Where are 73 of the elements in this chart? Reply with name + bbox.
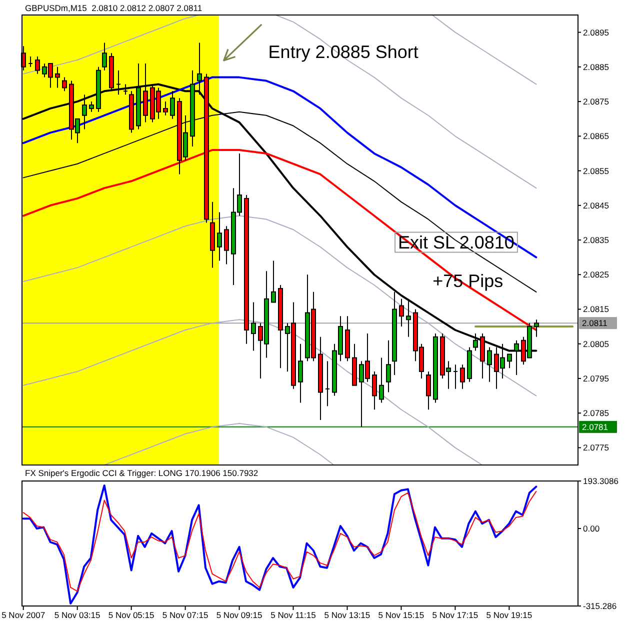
y-tick-label: 2.0855 bbox=[583, 166, 610, 176]
y-tick-label: 2.0845 bbox=[583, 200, 610, 210]
candlestick bbox=[433, 332, 438, 404]
candlestick bbox=[325, 360, 330, 407]
candlestick bbox=[82, 94, 87, 130]
line-series bbox=[22, 215, 537, 396]
line-series bbox=[22, 490, 537, 592]
candlestick bbox=[35, 56, 40, 74]
candlestick bbox=[224, 226, 229, 265]
y-tick-label: 2.0825 bbox=[583, 270, 610, 280]
x-tick-label: 5 Nov 13:15 bbox=[324, 610, 370, 620]
candlestick bbox=[534, 319, 539, 338]
candlestick bbox=[28, 56, 33, 68]
line-series bbox=[432, 14, 537, 85]
candlestick bbox=[298, 343, 303, 404]
candlestick bbox=[62, 76, 67, 92]
ref-line-label: 2.0781 bbox=[582, 422, 608, 432]
y-tick-label: 2.0865 bbox=[583, 131, 610, 142]
candlestick bbox=[210, 201, 215, 268]
candlestick bbox=[345, 316, 350, 362]
candlestick bbox=[318, 336, 323, 420]
chart-title: GBPUSDm,M15 2.0810 2.0812 2.0807 2.0811 bbox=[25, 3, 202, 13]
y-tick-label: -315.286 bbox=[583, 601, 617, 611]
x-tick-label: 5 Nov 09:15 bbox=[216, 610, 262, 620]
line-series bbox=[22, 484, 538, 604]
candlestick bbox=[372, 371, 377, 410]
candlestick bbox=[460, 364, 465, 390]
candlestick bbox=[386, 340, 391, 393]
candlestick bbox=[352, 343, 357, 386]
x-tick-label: 5 Nov 03:15 bbox=[54, 610, 101, 620]
candlestick bbox=[170, 90, 175, 120]
x-tick-label: 5 Nov 11:15 bbox=[270, 610, 316, 620]
candlestick bbox=[399, 298, 404, 328]
line-series bbox=[104, 422, 334, 466]
y-tick-label: 2.0775 bbox=[583, 442, 610, 453]
x-tick-label: 5 Nov 07:15 bbox=[162, 610, 208, 620]
candlestick bbox=[251, 302, 256, 352]
candlestick bbox=[406, 298, 411, 338]
candlestick bbox=[55, 66, 60, 88]
y-tick-label: 2.0785 bbox=[583, 408, 610, 418]
y-tick-label: 2.0805 bbox=[583, 338, 610, 349]
y-tick-label: 2.0895 bbox=[583, 27, 610, 38]
chart-title: FX Sniper's Ergodic CCI & Trigger: LONG 170.1906 150.7932 bbox=[25, 468, 258, 478]
candlestick bbox=[163, 101, 168, 116]
y-tick-label: 2.0835 bbox=[583, 235, 610, 245]
x-tick-label: 5 Nov 05:15 bbox=[108, 610, 154, 620]
candlestick bbox=[244, 194, 249, 344]
candlestick bbox=[379, 357, 384, 404]
annotation: +75 Pips bbox=[432, 270, 504, 291]
candlestick bbox=[487, 346, 492, 382]
candlestick bbox=[271, 260, 276, 303]
x-tick-label: 5 Nov 2007 bbox=[2, 610, 46, 620]
y-tick-label: 2.0795 bbox=[583, 373, 610, 384]
candlestick bbox=[129, 90, 134, 134]
candlestick bbox=[426, 371, 431, 410]
y-tick-label: 2.0875 bbox=[583, 96, 610, 107]
candlestick bbox=[102, 42, 107, 71]
candlestick bbox=[278, 284, 283, 369]
x-tick-label: 5 Nov 19:15 bbox=[486, 610, 532, 620]
x-tick-label: 5 Nov 17:15 bbox=[432, 610, 478, 620]
y-tick-label: 2.0885 bbox=[583, 62, 610, 72]
candlestick bbox=[453, 364, 458, 390]
annotation: Entry 2.0885 Short bbox=[268, 42, 418, 62]
y-tick-label: 0.00 bbox=[583, 524, 600, 534]
candlestick bbox=[217, 212, 222, 262]
ref-line-label: 2.0811 bbox=[582, 318, 608, 328]
y-tick-label: 193.3086 bbox=[583, 476, 619, 486]
candlestick bbox=[467, 346, 472, 382]
line-series bbox=[22, 319, 483, 466]
candlestick bbox=[89, 101, 94, 112]
x-tick-label: 5 Nov 15:15 bbox=[378, 610, 424, 620]
line-series bbox=[22, 76, 538, 258]
y-tick-label: 2.0815 bbox=[583, 304, 610, 314]
